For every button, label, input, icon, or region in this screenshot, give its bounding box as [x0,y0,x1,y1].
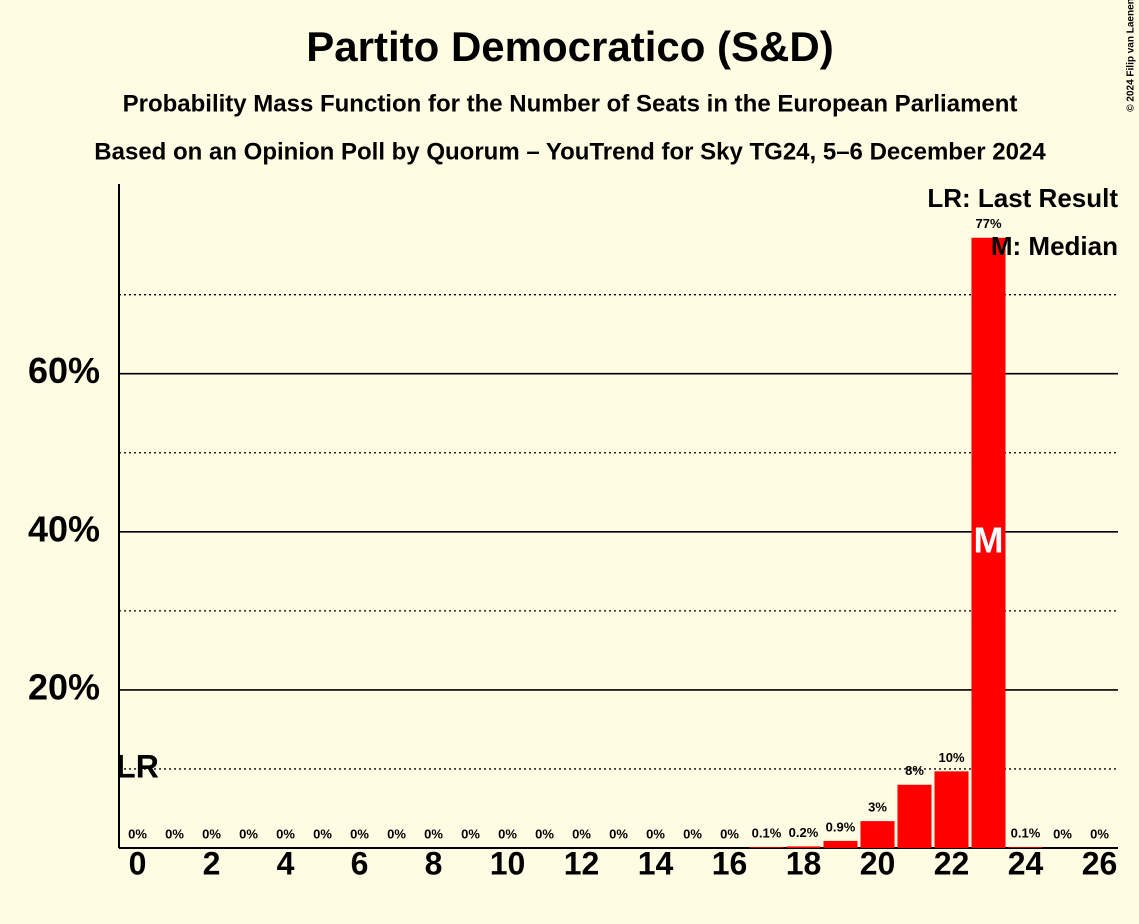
legend-entry: M: Median [991,231,1118,261]
chart-subtitle: Based on an Opinion Poll by Quorum – You… [94,138,1046,165]
value-label: 0% [572,826,591,841]
value-label: 3% [868,800,887,815]
value-label: 0.2% [789,825,819,840]
x-tick-label: 14 [638,845,674,881]
value-label: 0.1% [752,826,782,841]
value-label: 0% [424,826,443,841]
bar [971,237,1006,848]
value-label: 8% [905,763,924,778]
copyright: © 2024 Filip van Laenen [1126,0,1137,112]
last-result-marker: LR [116,748,159,784]
x-tick-label: 10 [490,845,526,881]
value-label: 0% [535,826,554,841]
bar [786,846,821,848]
x-tick-label: 0 [129,845,147,881]
value-label: 0% [128,826,147,841]
x-tick-label: 16 [712,845,748,881]
value-label: 0% [646,826,665,841]
value-label: 0% [1053,826,1072,841]
value-label: 0.9% [826,819,856,834]
chart-title: Partito Democratico (S&D) [306,23,833,70]
x-tick-label: 18 [786,845,822,881]
bar [860,821,895,848]
x-tick-label: 24 [1008,845,1044,881]
value-label: 0% [461,826,480,841]
value-label: 77% [975,216,1001,231]
x-tick-label: 8 [425,845,443,881]
x-tick-label: 2 [203,845,221,881]
value-label: 0% [1090,826,1109,841]
x-tick-label: 20 [860,845,896,881]
bar [823,840,858,848]
value-label: 0% [683,826,702,841]
x-tick-label: 4 [277,845,295,881]
chart-subtitle: Probability Mass Function for the Number… [123,90,1018,117]
value-label: 0% [165,826,184,841]
value-label: 0% [202,826,221,841]
x-tick-label: 12 [564,845,600,881]
value-label: 0.1% [1011,826,1041,841]
value-label: 0% [276,826,295,841]
x-tick-label: 22 [934,845,970,881]
x-tick-label: 26 [1082,845,1118,881]
value-label: 0% [498,826,517,841]
value-label: 0% [720,826,739,841]
value-label: 10% [938,750,964,765]
x-tick-label: 6 [351,845,369,881]
value-label: 0% [350,826,369,841]
bar [749,847,784,848]
y-tick-label: 40% [28,508,100,549]
y-tick-label: 20% [28,666,100,707]
bar [934,771,969,848]
bar [1008,847,1043,848]
legend-entry: LR: Last Result [927,183,1118,213]
value-label: 0% [239,826,258,841]
value-label: 0% [387,826,406,841]
bar [897,784,932,848]
y-tick-label: 60% [28,350,100,391]
value-label: 0% [313,826,332,841]
median-marker: M [974,519,1004,560]
value-label: 0% [609,826,628,841]
